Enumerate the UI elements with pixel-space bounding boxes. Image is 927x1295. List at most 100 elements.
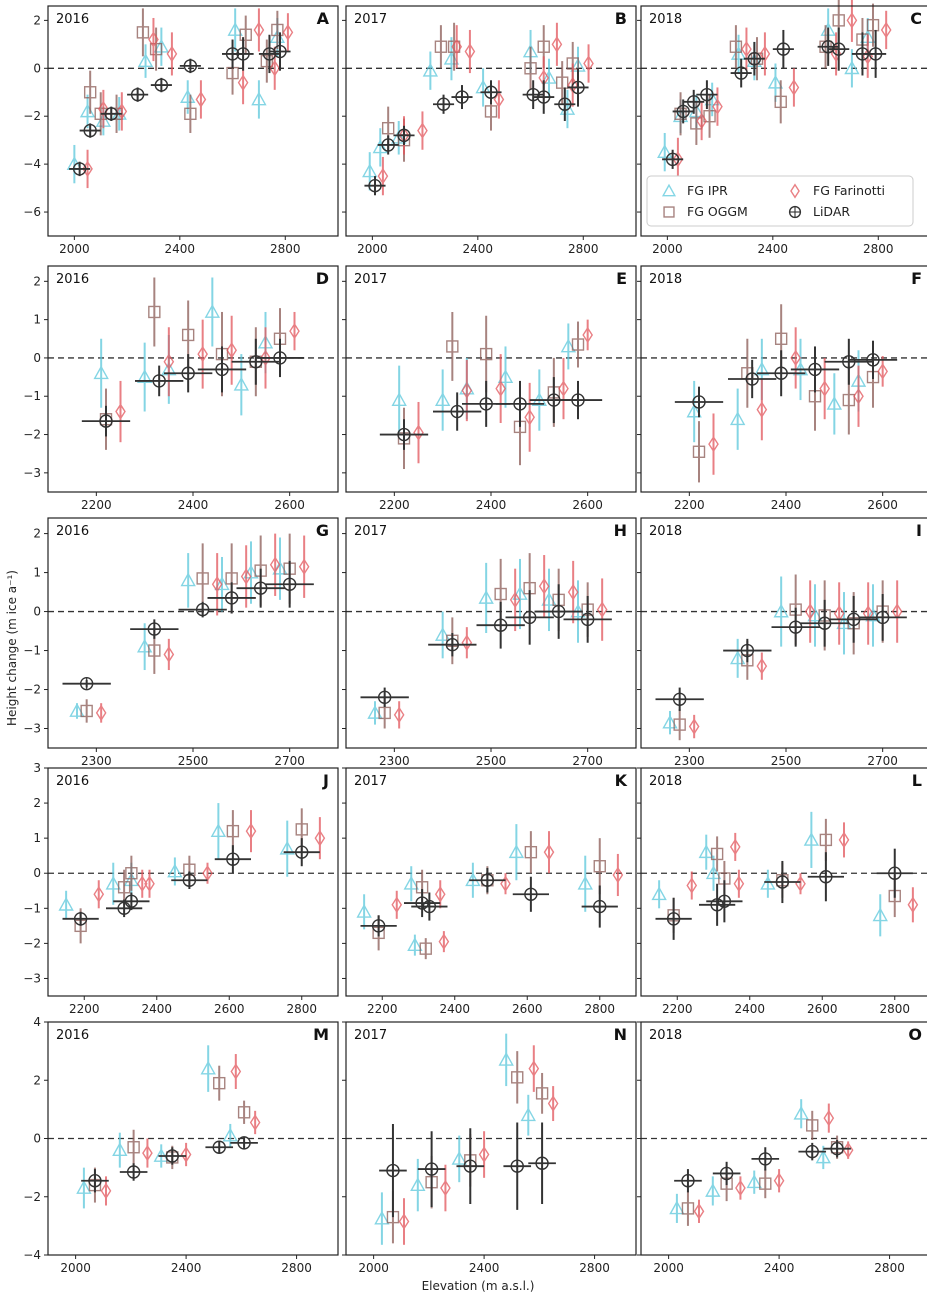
farinotti-marker xyxy=(693,1203,705,1220)
ipr-legend-item xyxy=(661,183,677,197)
y-tick-label: 2 xyxy=(33,796,41,810)
oggm-marker xyxy=(447,40,461,53)
panel-d: −3 −2 −1 0 1 2 2200 2400 2600 2016 D xyxy=(23,265,339,512)
panel-frame xyxy=(345,265,637,493)
panel-year: 2016 xyxy=(56,1028,89,1043)
x-tick-label: 2600 xyxy=(572,498,603,512)
farinotti-series xyxy=(393,555,608,729)
oggm-marker xyxy=(774,95,787,109)
ipr-marker xyxy=(403,875,419,890)
panel-a: −6 −4 −2 0 2 2000 2400 2800 2016 A xyxy=(23,5,339,256)
farinotti-legend-label: FG Farinotti xyxy=(813,183,885,198)
ipr-marker xyxy=(167,863,183,878)
y-tick-label: −4 xyxy=(23,157,41,171)
oggm-marker xyxy=(148,644,161,657)
x-tick-label: 2000 xyxy=(652,242,683,256)
lidar-marker xyxy=(734,66,748,80)
oggm-marker xyxy=(494,587,507,601)
lidar-marker xyxy=(747,52,762,66)
lidar-marker xyxy=(522,610,537,625)
lidar-marker xyxy=(273,44,287,59)
lidar-marker xyxy=(493,618,508,632)
farinotti-marker xyxy=(500,875,511,893)
oggm-marker xyxy=(479,347,493,361)
oggm-marker xyxy=(571,338,585,351)
oggm-marker xyxy=(181,328,195,342)
lidar-series xyxy=(379,377,603,450)
farinotti-marker xyxy=(438,933,450,950)
farinotti-marker xyxy=(524,409,535,426)
farinotti-marker xyxy=(582,326,593,344)
farinotti-marker xyxy=(756,657,768,675)
ipr-marker xyxy=(367,704,383,719)
ipr-marker xyxy=(826,395,843,410)
panel-frame xyxy=(640,517,927,749)
panel-frame xyxy=(47,767,339,997)
lidar-marker xyxy=(510,1159,524,1173)
ipr-marker xyxy=(508,844,525,859)
farinotti-marker xyxy=(377,167,389,185)
panel-k: 2200 2400 2600 2800 2017 K xyxy=(342,767,637,1016)
farinotti-marker xyxy=(413,424,424,441)
farinotti-marker xyxy=(596,601,608,618)
farinotti-marker xyxy=(846,12,858,29)
x-tick-label: 2200 xyxy=(662,1002,693,1016)
ipr-marker xyxy=(222,1127,238,1142)
x-tick-label: 2000 xyxy=(357,242,388,256)
oggm-marker xyxy=(832,14,845,27)
lidar-marker xyxy=(424,1162,439,1176)
farinotti-marker xyxy=(551,36,563,53)
farinotti-series xyxy=(693,1103,854,1223)
x-tick-label: 2000 xyxy=(653,1261,684,1275)
lidar-marker xyxy=(717,894,732,908)
lidar-series xyxy=(81,338,305,437)
lidar-marker xyxy=(253,581,268,595)
oggm-marker xyxy=(117,881,131,894)
oggm-marker xyxy=(703,110,716,123)
y-tick-label: −2 xyxy=(23,109,41,123)
ipr-marker xyxy=(729,650,746,665)
lidar-marker xyxy=(808,362,822,377)
x-tick-label: 2800 xyxy=(863,242,894,256)
panel-e: 2200 2400 2600 2017 E xyxy=(342,265,637,512)
lidar-series xyxy=(379,1122,556,1218)
lidar-series xyxy=(674,338,898,418)
panel-letter: G xyxy=(316,521,329,540)
lidar-marker xyxy=(788,620,803,634)
lidar-legend-item xyxy=(788,205,802,219)
x-tick-label: 2400 xyxy=(758,242,789,256)
x-tick-label: 2200 xyxy=(81,498,112,512)
panel-j: −3 −2 −1 0 1 2 3 2200 2400 2600 2800 2016 J xyxy=(23,761,339,1016)
y-tick-label: −1 xyxy=(23,901,41,915)
panel-letter: C xyxy=(910,9,922,28)
lidar-marker xyxy=(805,1144,819,1159)
oggm-marker xyxy=(524,62,537,75)
panel-letter: J xyxy=(322,771,329,790)
farinotti-marker xyxy=(461,382,473,399)
farinotti-marker xyxy=(136,875,148,893)
panel-i: 2300 2500 2700 2018 I xyxy=(637,517,927,768)
ipr-marker xyxy=(407,937,423,952)
y-tick-label: −3 xyxy=(23,971,41,985)
farinotti-marker xyxy=(741,40,752,58)
farinotti-marker xyxy=(98,100,109,118)
lidar-marker xyxy=(377,690,392,705)
ipr-marker xyxy=(686,403,702,418)
ipr-legend-label: FG IPR xyxy=(687,183,728,198)
ipr-marker xyxy=(815,1149,831,1164)
farinotti-marker xyxy=(907,896,919,914)
panel-letter: A xyxy=(317,9,330,28)
oggm-marker xyxy=(184,107,197,121)
ipr-marker xyxy=(434,392,451,406)
lidar-marker xyxy=(832,42,846,56)
oggm-marker xyxy=(196,572,209,585)
farinotti-marker xyxy=(759,45,771,63)
farinotti-legend-item xyxy=(790,183,800,199)
lidar-marker xyxy=(571,393,585,407)
farinotti-marker xyxy=(163,353,175,371)
panel-frame xyxy=(640,5,927,237)
farinotti-marker xyxy=(708,435,719,453)
farinotti-marker xyxy=(245,822,257,840)
ipr-marker xyxy=(76,1180,92,1194)
panel-h: 2300 2500 2700 2017 H xyxy=(342,517,637,768)
